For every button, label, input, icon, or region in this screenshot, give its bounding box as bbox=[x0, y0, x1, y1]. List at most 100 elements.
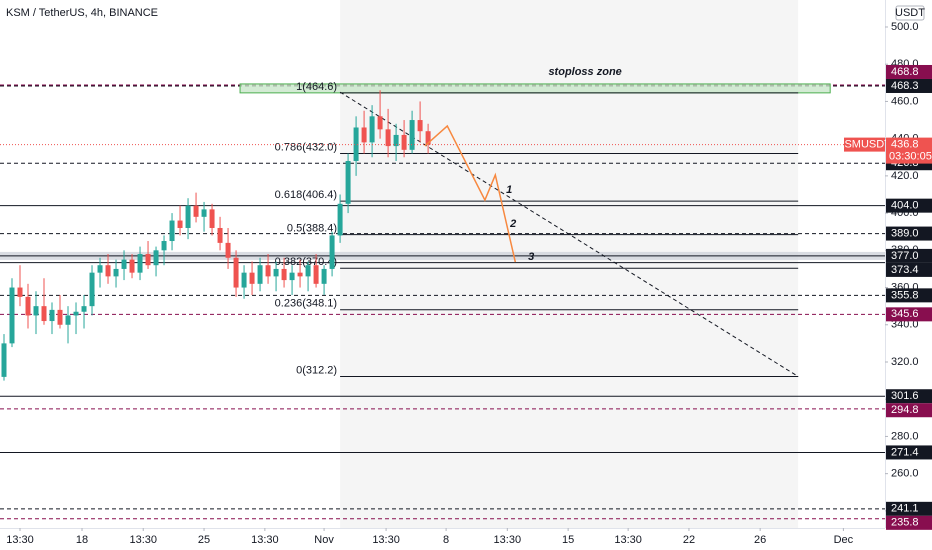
level-price-tag bbox=[886, 515, 932, 530]
x-tick-label: 13:30 bbox=[372, 534, 400, 546]
candle-body bbox=[57, 309, 63, 325]
level-price-label: 235.8 bbox=[891, 517, 919, 529]
fib-label: 0.382(370.4) bbox=[275, 256, 337, 268]
candle-body bbox=[97, 265, 103, 273]
candle-body bbox=[369, 116, 375, 143]
y-tick-label: 420.0 bbox=[891, 170, 919, 182]
chart-title: KSM / TetherUS, 4h, BINANCE bbox=[6, 7, 158, 19]
x-tick-label: 26 bbox=[754, 534, 766, 546]
candle-body bbox=[385, 129, 391, 147]
x-tick-label: 13:30 bbox=[251, 534, 279, 546]
countdown-label: 03:30:05 bbox=[889, 151, 932, 163]
level-price-tag bbox=[886, 64, 932, 79]
candle-body bbox=[41, 306, 47, 322]
candle-body bbox=[329, 235, 335, 269]
level-price-label: 389.0 bbox=[891, 227, 919, 239]
y-tick-label: 500.0 bbox=[891, 21, 919, 33]
currency-box bbox=[895, 5, 925, 21]
candle-body bbox=[113, 268, 119, 277]
candle-body bbox=[121, 259, 127, 269]
candle-body bbox=[273, 268, 279, 277]
candle-body bbox=[105, 265, 111, 277]
candle-body bbox=[129, 259, 135, 273]
level-price-label: 468.8 bbox=[891, 66, 919, 78]
level-price-label: 301.6 bbox=[891, 390, 919, 402]
candle-body bbox=[241, 272, 247, 288]
candle-body bbox=[345, 160, 351, 204]
candle-body bbox=[153, 250, 159, 266]
candle-body bbox=[17, 287, 23, 297]
candle-body bbox=[81, 306, 87, 312]
y-tick-label: 260.0 bbox=[891, 468, 919, 480]
x-tick-label: 13:30 bbox=[129, 534, 157, 546]
candle-body bbox=[305, 265, 311, 277]
x-tick-label: 13:30 bbox=[6, 534, 34, 546]
level-price-label: 404.0 bbox=[891, 200, 919, 212]
symbol-label: KSMUSDT bbox=[837, 139, 891, 151]
fib-label: 0.618(406.4) bbox=[275, 189, 337, 201]
level-price-label: 355.8 bbox=[891, 289, 919, 301]
currency-label: USDT bbox=[895, 7, 925, 19]
candle-body bbox=[33, 306, 39, 316]
candle-body bbox=[177, 220, 183, 228]
fib-label: 0.236(348.1) bbox=[275, 298, 337, 310]
candle-body bbox=[161, 241, 167, 251]
candle-body bbox=[89, 272, 95, 307]
candle-body bbox=[401, 134, 407, 150]
y-tick-label: 340.0 bbox=[891, 319, 919, 331]
level-price-label: 373.4 bbox=[891, 264, 919, 276]
x-tick-label: 18 bbox=[76, 534, 88, 546]
y-tick-label: 280.0 bbox=[891, 430, 919, 442]
candle-body bbox=[73, 311, 79, 316]
level-price-label: 241.1 bbox=[891, 503, 919, 515]
fib-label: 0(312.2) bbox=[296, 364, 337, 376]
level-price-tag bbox=[886, 262, 932, 277]
wave-label: 3 bbox=[528, 251, 534, 263]
candle-body bbox=[257, 265, 263, 284]
candle-body bbox=[409, 120, 415, 150]
level-price-label: 345.6 bbox=[891, 308, 919, 320]
symbol-tag bbox=[844, 137, 885, 152]
candle-body bbox=[185, 205, 191, 228]
fib-label: 0.786(432.0) bbox=[275, 141, 337, 153]
fib-label: 1(464.6) bbox=[296, 81, 337, 93]
level-price-tag bbox=[886, 78, 932, 93]
x-tick-label: Nov bbox=[314, 534, 334, 546]
candle-body bbox=[393, 134, 399, 147]
level-price-tag bbox=[886, 501, 932, 516]
candle-body bbox=[337, 203, 343, 236]
candle-body bbox=[425, 131, 431, 145]
candle-body bbox=[321, 268, 327, 284]
level-price-tag bbox=[886, 288, 932, 303]
fib-region bbox=[340, 0, 799, 528]
x-tick-label: 8 bbox=[443, 534, 449, 546]
level-price-label: 271.4 bbox=[891, 446, 919, 458]
wave-label: 2 bbox=[509, 218, 516, 230]
level-price-tag bbox=[886, 226, 932, 241]
level-price-label: 294.8 bbox=[891, 404, 919, 416]
level-price-tag bbox=[886, 445, 932, 460]
x-tick-label: 13:30 bbox=[614, 534, 642, 546]
candle-body bbox=[209, 209, 215, 228]
candle-body bbox=[377, 116, 383, 130]
candle-body bbox=[361, 127, 367, 143]
last-price-label: 436.8 bbox=[891, 139, 919, 151]
candle-body bbox=[313, 265, 319, 284]
y-tick-label: 460.0 bbox=[891, 95, 919, 107]
level-price-label: 377.0 bbox=[891, 250, 919, 262]
level-price-label: 468.3 bbox=[891, 80, 919, 92]
candle-body bbox=[169, 220, 175, 242]
candle-body bbox=[9, 287, 15, 344]
candle-body bbox=[353, 127, 359, 161]
candle-body bbox=[417, 120, 423, 132]
wave-label: 1 bbox=[506, 184, 512, 196]
level-price-tag bbox=[886, 403, 932, 418]
candle-body bbox=[25, 296, 31, 316]
x-tick-label: 13:30 bbox=[494, 534, 522, 546]
zone-label: stoploss zone bbox=[548, 66, 621, 78]
candle-body bbox=[201, 209, 207, 217]
projection-path bbox=[424, 124, 517, 263]
x-tick-label: 22 bbox=[683, 534, 695, 546]
candle-body bbox=[281, 268, 287, 281]
candle-body bbox=[289, 272, 295, 281]
